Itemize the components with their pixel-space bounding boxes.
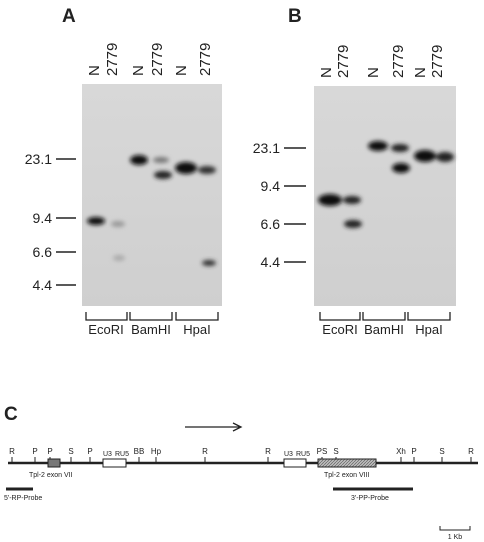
lane-label: N <box>412 67 429 78</box>
lane-label: 2779 <box>197 43 214 76</box>
exon-label: Tpl-2 exon VII <box>29 472 73 479</box>
enzyme-label: HpaI <box>183 322 210 337</box>
lane-brackets <box>319 312 451 321</box>
site-label: S <box>68 447 73 456</box>
site-label: P <box>47 447 52 456</box>
panel-label: B <box>288 6 302 27</box>
site-label: R <box>265 447 271 456</box>
ltr-box <box>283 458 307 468</box>
marker-ticks <box>284 147 306 263</box>
marker-label: 6.6 <box>33 244 53 260</box>
bands <box>318 141 454 228</box>
site-label: P <box>87 447 92 456</box>
lane-label: 2779 <box>335 45 352 78</box>
lane-label: 2779 <box>429 45 446 78</box>
marker-label: 4.4 <box>33 277 53 293</box>
enzyme-label: BamHI <box>131 322 171 337</box>
enzyme-label: HpaI <box>415 322 442 337</box>
lane-label: 2779 <box>104 43 121 76</box>
lane-label: N <box>173 65 190 76</box>
ltr-box <box>102 458 127 468</box>
marker-label: 23.1 <box>25 151 52 167</box>
site-label: P <box>411 447 416 456</box>
site-label: S <box>439 447 444 456</box>
panel-label: A <box>62 6 76 27</box>
site-label: S <box>333 447 338 456</box>
scale-bar <box>439 526 471 531</box>
lane-brackets <box>85 312 219 321</box>
gel <box>82 84 222 306</box>
site-label: PS <box>317 447 328 456</box>
exon-label: Tpl-2 exon VIII <box>324 472 370 479</box>
lane-label: 2779 <box>149 43 166 76</box>
panel-b: B N 2779 N 2779 N 2779 23.1 9.4 6.6 4.4 … <box>253 6 456 337</box>
panel-c: C R P P S P BB Hp R R PS S Xh P S R Tpl-… <box>4 404 478 541</box>
site-ticks <box>11 457 472 463</box>
direction-arrow <box>185 422 243 432</box>
scale-label: 1 Kb <box>448 534 463 541</box>
lane-label: N <box>365 67 382 78</box>
site-label: P <box>32 447 37 456</box>
lane-label: 2779 <box>390 45 407 78</box>
site-label: R <box>202 447 208 456</box>
site-label: R <box>468 447 474 456</box>
panel-label: C <box>4 404 18 425</box>
enzyme-label: EcoRI <box>88 322 123 337</box>
probe-label: 5'-RP-Probe <box>4 495 42 502</box>
ltr-label: U3 <box>103 451 112 458</box>
marker-label: 9.4 <box>261 178 281 194</box>
site-label: R <box>9 447 15 456</box>
enzyme-label: EcoRI <box>322 322 357 337</box>
probe-label: 3'-PP-Probe <box>351 495 389 502</box>
site-label: Xh <box>396 447 406 456</box>
marker-label: 4.4 <box>261 254 281 270</box>
ltr-label: RU5 <box>296 451 310 458</box>
exon-box <box>317 458 377 468</box>
exon-box <box>47 458 61 468</box>
lane-label: N <box>86 65 103 76</box>
site-label: BB <box>134 447 145 456</box>
marker-label: 9.4 <box>33 210 53 226</box>
bands <box>87 155 216 266</box>
ltr-label: RU5 <box>115 451 129 458</box>
marker-label: 6.6 <box>261 216 281 232</box>
enzyme-label: BamHI <box>364 322 404 337</box>
marker-label: 23.1 <box>253 140 280 156</box>
lane-label: N <box>130 65 147 76</box>
marker-ticks <box>56 158 76 286</box>
lane-label: N <box>318 67 335 78</box>
site-label: Hp <box>151 447 162 456</box>
ltr-label: U3 <box>284 451 293 458</box>
panel-a: A N 2779 N 2779 N 2779 23.1 9.4 6.6 4.4 … <box>25 6 222 337</box>
